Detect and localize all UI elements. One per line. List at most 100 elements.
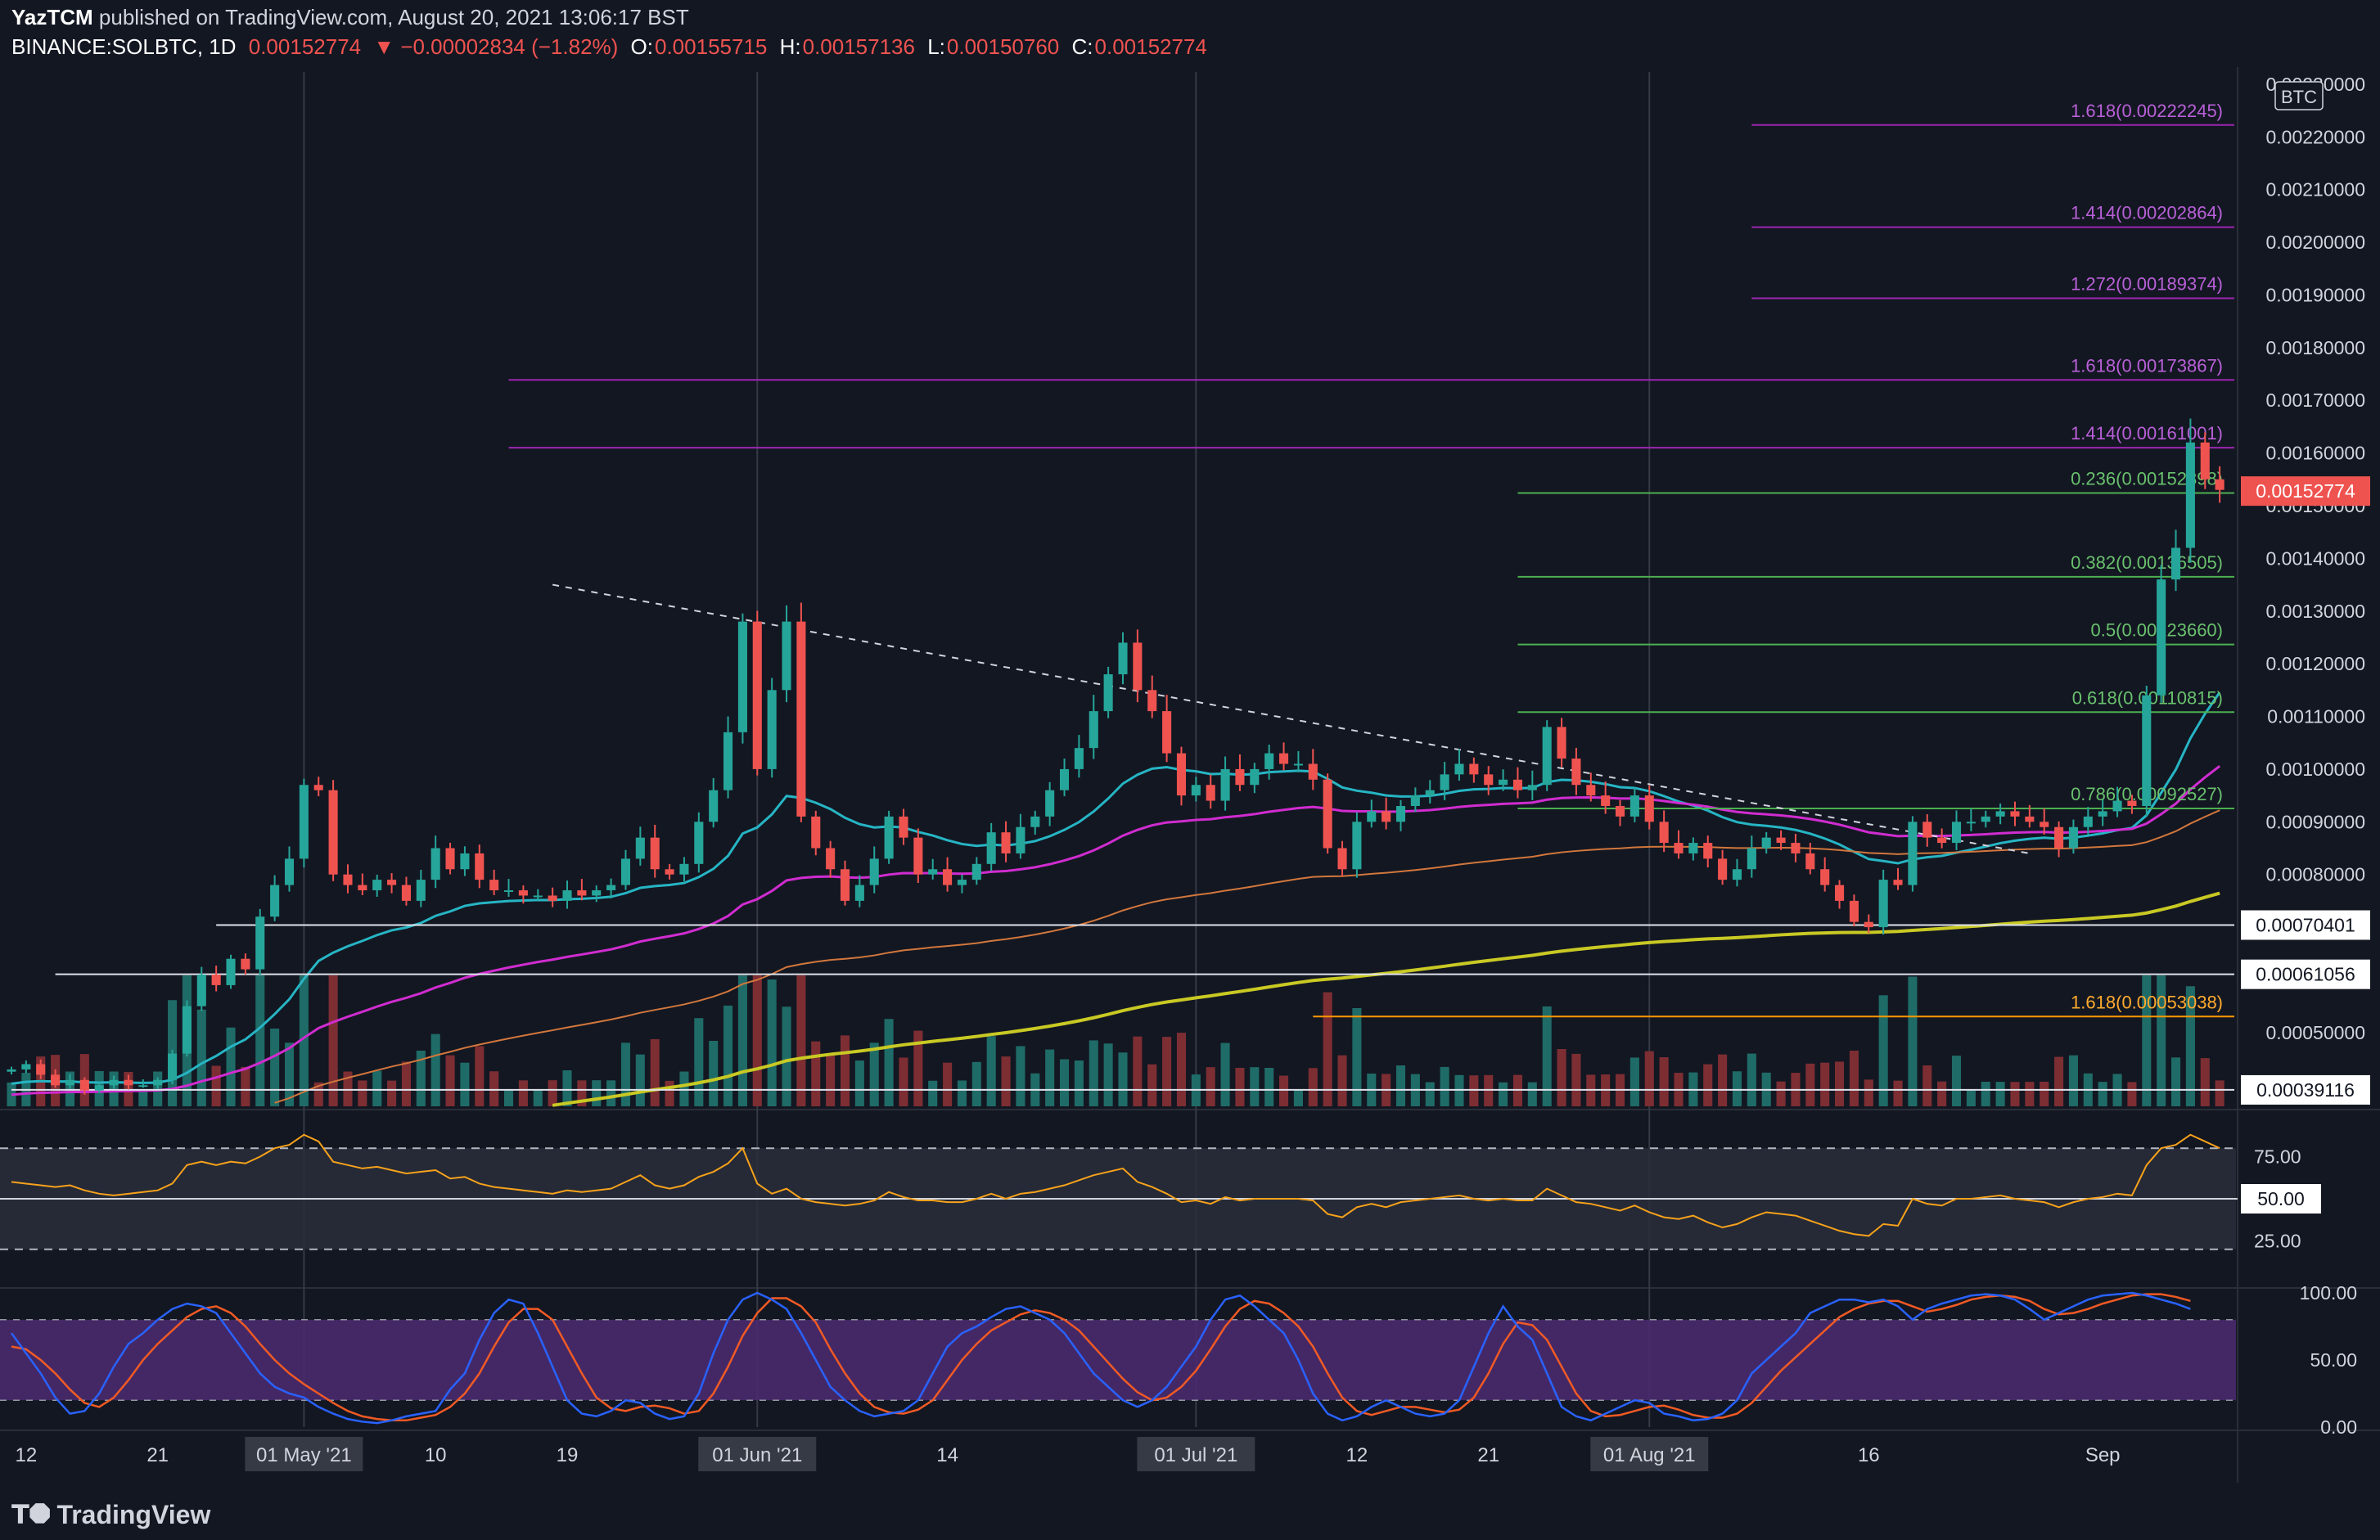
volume-bar <box>840 1035 850 1106</box>
candle <box>928 869 938 875</box>
volume-bar <box>2010 1082 2020 1106</box>
volume-bar <box>2068 1055 2078 1106</box>
candle <box>2083 816 2093 827</box>
candle <box>1586 785 1596 796</box>
volume-bar <box>343 1071 353 1106</box>
volume-bar <box>2170 1057 2181 1106</box>
candle <box>723 732 733 790</box>
candle <box>1557 727 1566 759</box>
candle <box>1820 869 1830 885</box>
volume-bar <box>518 1080 528 1106</box>
price-tick-label: 0.00110000 <box>2267 706 2365 727</box>
volume-bar <box>957 1080 967 1106</box>
month-tick-box <box>1137 1437 1255 1471</box>
volume-bar <box>884 1019 894 1106</box>
candle <box>1016 826 1025 853</box>
volume-bar <box>694 1018 704 1106</box>
volume-bar <box>1703 1064 1713 1106</box>
volume-bar <box>2054 1056 2064 1106</box>
volume-bar <box>489 1071 499 1106</box>
time-tick-label: 19 <box>557 1444 579 1466</box>
fib-label: 1.272(0.00189374) <box>2071 273 2223 294</box>
candle <box>1703 843 1713 859</box>
price-tick-label: 0.00080000 <box>2265 864 2365 885</box>
volume-bar <box>2098 1082 2107 1106</box>
chart-header: YazTCM published on TradingView.com, Aug… <box>0 0 2380 67</box>
candle <box>1440 774 1449 790</box>
volume-bar <box>782 1006 791 1106</box>
price-tick-label: 0.00220000 <box>2265 126 2365 147</box>
candle <box>1732 869 1742 880</box>
symbol-line: BINANCE:SOLBTC, 1D 0.00152774 ▼ −0.00002… <box>11 34 1214 60</box>
volume-bar <box>387 1080 397 1106</box>
close-value: 0.00152774 <box>1094 34 1207 59</box>
volume-bar <box>1776 1081 1786 1106</box>
candle <box>518 890 528 896</box>
candle <box>1615 805 1625 817</box>
candle <box>1542 727 1552 786</box>
candle <box>1250 768 1260 786</box>
fib-label: 0.236(0.00152398) <box>2071 469 2223 489</box>
candle <box>957 880 967 885</box>
volume-bar <box>1235 1068 1245 1106</box>
author-name[interactable]: YazTCM <box>11 5 93 29</box>
candle <box>1162 711 1172 754</box>
volume-bar <box>401 1061 411 1106</box>
candle <box>1893 880 1903 885</box>
volume-bar <box>1966 1090 1976 1106</box>
volume-bar <box>1995 1082 2005 1106</box>
current-price-label: 0.00152774 <box>2256 480 2355 502</box>
candle <box>284 858 295 885</box>
tradingview-brand[interactable]: 𝗧⯃ TradingView <box>11 1499 210 1531</box>
volume-bar <box>211 1065 221 1106</box>
candle <box>2054 826 2064 849</box>
candle <box>2068 826 2078 849</box>
candle <box>1191 785 1201 796</box>
ema50-line <box>11 764 2221 1096</box>
price-tick-label: 0.00140000 <box>2265 547 2365 569</box>
fib-label: 1.618(0.00173867) <box>2071 355 2223 376</box>
candle <box>2025 816 2035 822</box>
month-tick-box <box>1590 1437 1709 1471</box>
volume-bar <box>1835 1061 1845 1106</box>
candle <box>1864 921 1873 928</box>
volume-bar <box>986 1036 996 1106</box>
volume-bar <box>2040 1082 2049 1106</box>
candle <box>328 790 338 875</box>
volume-bar <box>1308 1068 1318 1106</box>
high-label: H: <box>779 34 801 59</box>
time-tick-label: 01 Aug '21 <box>1603 1444 1696 1466</box>
price-tick-label: 0.00130000 <box>2265 601 2365 622</box>
volume-bar <box>1293 1090 1303 1106</box>
candle <box>913 837 923 875</box>
candle <box>1410 795 1420 806</box>
brand-name: TradingView <box>56 1500 211 1529</box>
volume-bar <box>1220 1042 1230 1106</box>
volume-bar <box>2127 1082 2137 1106</box>
volume-bar <box>196 1009 206 1106</box>
candle <box>971 863 981 880</box>
month-tick-box <box>698 1437 817 1471</box>
price-tick-label: 0.00160000 <box>2265 443 2365 464</box>
volume-bar <box>1133 1036 1143 1106</box>
candle <box>460 853 470 870</box>
candle <box>811 816 821 849</box>
candle <box>2142 695 2152 806</box>
candle <box>7 1069 16 1072</box>
candle <box>358 885 367 891</box>
symbol-name[interactable]: BINANCE:SOLBTC, 1D <box>11 34 237 59</box>
volume-bar <box>737 975 747 1106</box>
price-chart[interactable]: 1.618(0.00222245) 1.414(0.00202864) 1.272(… <box>0 0 2380 1489</box>
candle <box>1937 837 1947 844</box>
volume-bar <box>650 1038 660 1106</box>
candle <box>1747 848 1756 870</box>
month-tick-box <box>245 1437 363 1471</box>
candle <box>2157 579 2166 696</box>
price-change: ▼ −0.00002834 (−1.82%) <box>373 34 619 59</box>
candle <box>1206 785 1215 801</box>
volume-bar <box>665 1080 674 1106</box>
candle <box>313 785 323 790</box>
candle <box>592 890 602 896</box>
volume-bar <box>913 1030 923 1106</box>
rsi-mid-box <box>2241 1184 2321 1214</box>
